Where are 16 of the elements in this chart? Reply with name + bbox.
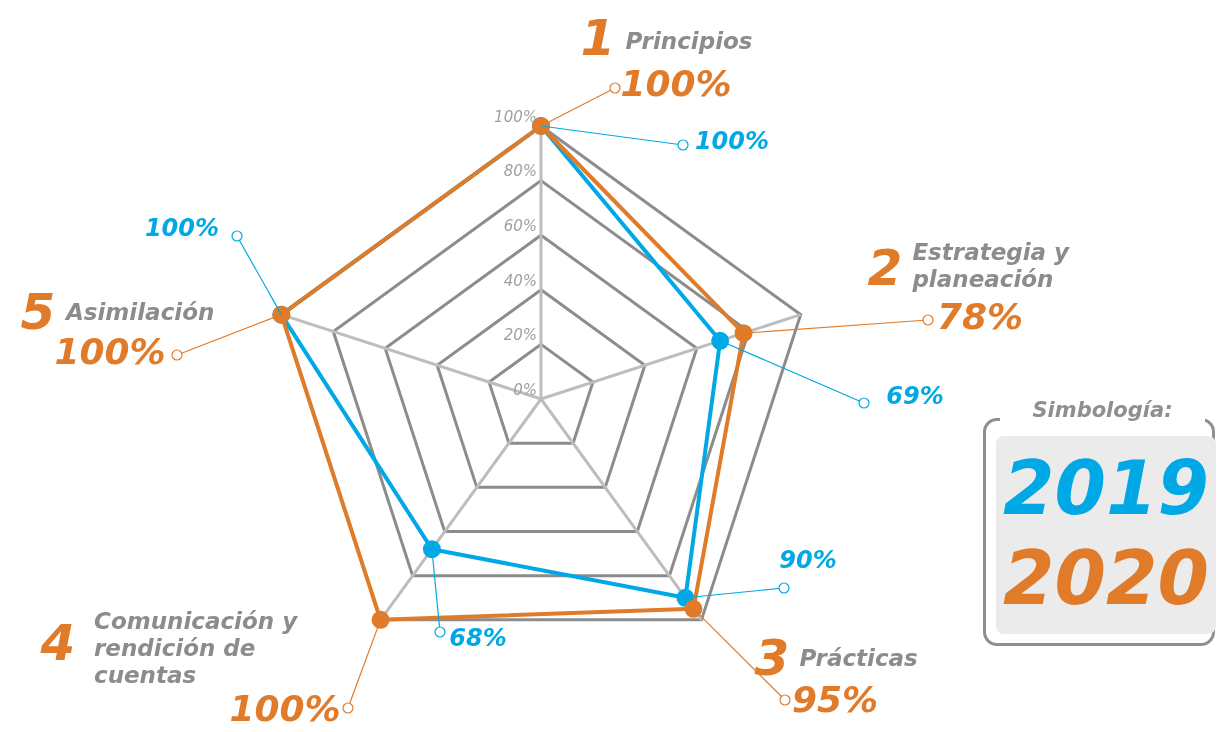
y-tick-label: 100% [494,107,537,126]
data-label: 100% [694,127,770,156]
text: 2019 [1002,445,1210,531]
legend-title: Simbología: [1000,398,1205,422]
y-tick-label: 80% [503,162,537,181]
y-tick-label: 40% [503,271,537,290]
y-tick-label: 60% [503,217,537,236]
data-label: 100% [229,688,341,730]
data-label: 90% [779,546,837,575]
data-label: 68% [449,624,507,653]
data-label: 69% [886,382,944,411]
y-tick-label: 20% [503,326,537,345]
data-label: 95% [791,679,879,721]
text: 2020 [1002,535,1210,621]
data-label: 100% [144,214,220,243]
data-label: 78% [936,296,1024,338]
